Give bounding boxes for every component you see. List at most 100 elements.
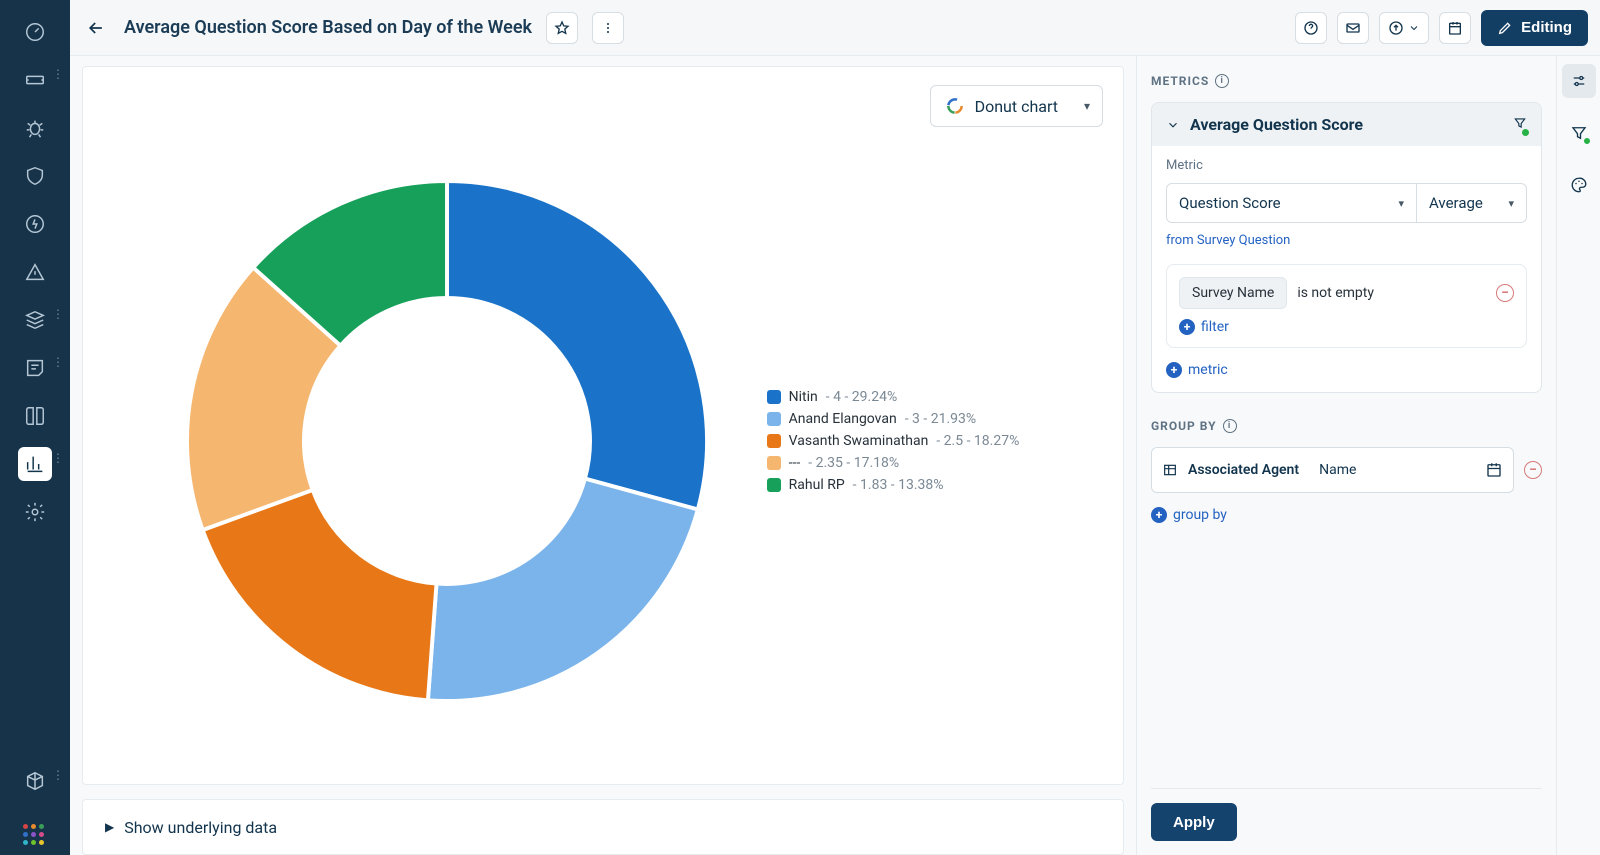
zap-icon: [24, 213, 46, 235]
filter-operator: is not empty: [1297, 285, 1374, 301]
legend-item[interactable]: --- - 2.35 - 17.18%: [767, 455, 1020, 471]
nav-item-gauge[interactable]: [0, 8, 70, 56]
nav-item-inbox[interactable]: ⋮: [0, 344, 70, 392]
groupby-select[interactable]: Associated Agent Name: [1151, 447, 1514, 493]
legend-name: Vasanth Swaminathan: [789, 433, 929, 449]
chart-type-select[interactable]: Donut chart ▾: [930, 85, 1103, 127]
legend-value: - 3 - 21.93%: [905, 411, 976, 427]
remove-filter-button[interactable]: −: [1496, 284, 1514, 302]
legend-name: ---: [789, 455, 801, 471]
metrics-section-label: METRICS i: [1151, 74, 1542, 88]
legend-item[interactable]: Rahul RP - 1.83 - 13.38%: [767, 477, 1020, 493]
calendar-button[interactable]: [1439, 12, 1471, 44]
app-switcher-icon[interactable]: [23, 824, 44, 845]
nav-item-alert[interactable]: [0, 248, 70, 296]
more-button[interactable]: [592, 12, 624, 44]
nav-item-shield[interactable]: [0, 152, 70, 200]
legend-name: Rahul RP: [789, 477, 845, 493]
mail-icon: [1345, 20, 1361, 36]
show-underlying-data[interactable]: ▶ Show underlying data: [82, 799, 1124, 855]
editing-label: Editing: [1521, 19, 1572, 36]
chart-type-label: Donut chart: [975, 97, 1058, 116]
from-source-text: from Survey Question: [1166, 233, 1527, 248]
legend-value: - 1.83 - 13.38%: [853, 477, 944, 493]
nav-item-stack[interactable]: ⋮: [0, 296, 70, 344]
legend-swatch: [767, 390, 781, 404]
chevron-down-icon: ▾: [1084, 99, 1090, 113]
shield-icon: [24, 165, 46, 187]
rail-filter-button[interactable]: [1562, 116, 1596, 150]
nav-item-analytics[interactable]: ⋮: [0, 440, 70, 488]
top-toolbar: Average Question Score Based on Day of t…: [70, 0, 1600, 56]
nav-item-book[interactable]: [0, 392, 70, 440]
donut-slice[interactable]: [428, 478, 698, 700]
donut-chart: [187, 181, 707, 701]
legend-name: Anand Elangovan: [789, 411, 897, 427]
legend-item[interactable]: Anand Elangovan - 3 - 21.93%: [767, 411, 1020, 427]
left-nav: ⋮ ⋮ ⋮ ⋮ ⋮: [0, 0, 70, 855]
upload-icon: [1388, 20, 1404, 36]
nav-item-zap[interactable]: [0, 200, 70, 248]
rail-sliders-button[interactable]: [1562, 64, 1596, 98]
aggregation-select[interactable]: Average▾: [1417, 183, 1527, 223]
add-metric-button[interactable]: + metric: [1166, 362, 1527, 378]
nav-item-bugs[interactable]: [0, 104, 70, 152]
donut-logo-icon: [945, 96, 965, 116]
donut-slice[interactable]: [447, 181, 707, 509]
nav-item-settings[interactable]: [0, 488, 70, 536]
legend-item[interactable]: Vasanth Swaminathan - 2.5 - 18.27%: [767, 433, 1020, 449]
legend-swatch: [767, 456, 781, 470]
nav-item-more-icon[interactable]: ⋮: [52, 773, 64, 777]
chevron-down-icon: [1408, 22, 1420, 34]
ticket-icon: [24, 69, 46, 91]
legend-swatch: [767, 412, 781, 426]
legend-value: - 2.5 - 18.27%: [936, 433, 1019, 449]
remove-groupby-button[interactable]: −: [1524, 461, 1542, 479]
triangle-right-icon: ▶: [105, 820, 114, 834]
nav-item-more-icon[interactable]: ⋮: [52, 360, 64, 364]
apply-button[interactable]: Apply: [1151, 803, 1237, 841]
back-button[interactable]: [82, 14, 110, 42]
help-button[interactable]: [1295, 12, 1327, 44]
gear-icon: [24, 501, 46, 523]
nav-item-tickets[interactable]: ⋮: [0, 56, 70, 104]
add-filter-button[interactable]: + filter: [1179, 319, 1514, 335]
rail-palette-button[interactable]: [1562, 168, 1596, 202]
chevron-down-icon: [1166, 118, 1180, 132]
mail-button[interactable]: [1337, 12, 1369, 44]
page-title: Average Question Score Based on Day of t…: [124, 17, 532, 38]
sliders-icon: [1570, 72, 1588, 90]
add-groupby-button[interactable]: + group by: [1151, 507, 1542, 523]
metric-header[interactable]: Average Question Score: [1152, 103, 1541, 146]
gauge-icon: [24, 21, 46, 43]
right-rail: [1556, 56, 1600, 855]
legend-item[interactable]: Nitin - 4 - 29.24%: [767, 389, 1020, 405]
alert-icon: [24, 261, 46, 283]
info-icon[interactable]: i: [1223, 419, 1237, 433]
stack-icon: [24, 309, 46, 331]
legend-value: - 4 - 29.24%: [826, 389, 897, 405]
config-panel: METRICS i Average Question Score Metric: [1136, 56, 1556, 855]
favorite-button[interactable]: [546, 12, 578, 44]
metric-select[interactable]: Question Score▾: [1166, 183, 1417, 223]
nav-item-cube[interactable]: ⋮: [0, 757, 70, 805]
date-field-icon[interactable]: [1485, 461, 1503, 479]
info-icon[interactable]: i: [1215, 74, 1229, 88]
arrow-left-icon: [86, 18, 106, 38]
chart-legend: Nitin - 4 - 29.24% Anand Elangovan - 3 - …: [767, 389, 1020, 493]
kebab-icon: [600, 20, 616, 36]
nav-item-more-icon[interactable]: ⋮: [52, 456, 64, 460]
nav-item-more-icon[interactable]: ⋮: [52, 72, 64, 76]
nav-item-more-icon[interactable]: ⋮: [52, 312, 64, 316]
metric-block: Average Question Score Metric Question S…: [1151, 102, 1542, 393]
calendar-icon: [1447, 20, 1463, 36]
export-button[interactable]: [1379, 12, 1429, 44]
help-icon: [1303, 20, 1319, 36]
chart-icon: [24, 453, 46, 475]
bug-icon: [24, 117, 46, 139]
groupby-section-label: GROUP BY i: [1151, 419, 1542, 433]
metric-field-label: Metric: [1166, 158, 1527, 173]
donut-slice[interactable]: [202, 489, 436, 699]
filter-field-chip[interactable]: Survey Name: [1179, 277, 1287, 309]
editing-button[interactable]: Editing: [1481, 10, 1588, 46]
